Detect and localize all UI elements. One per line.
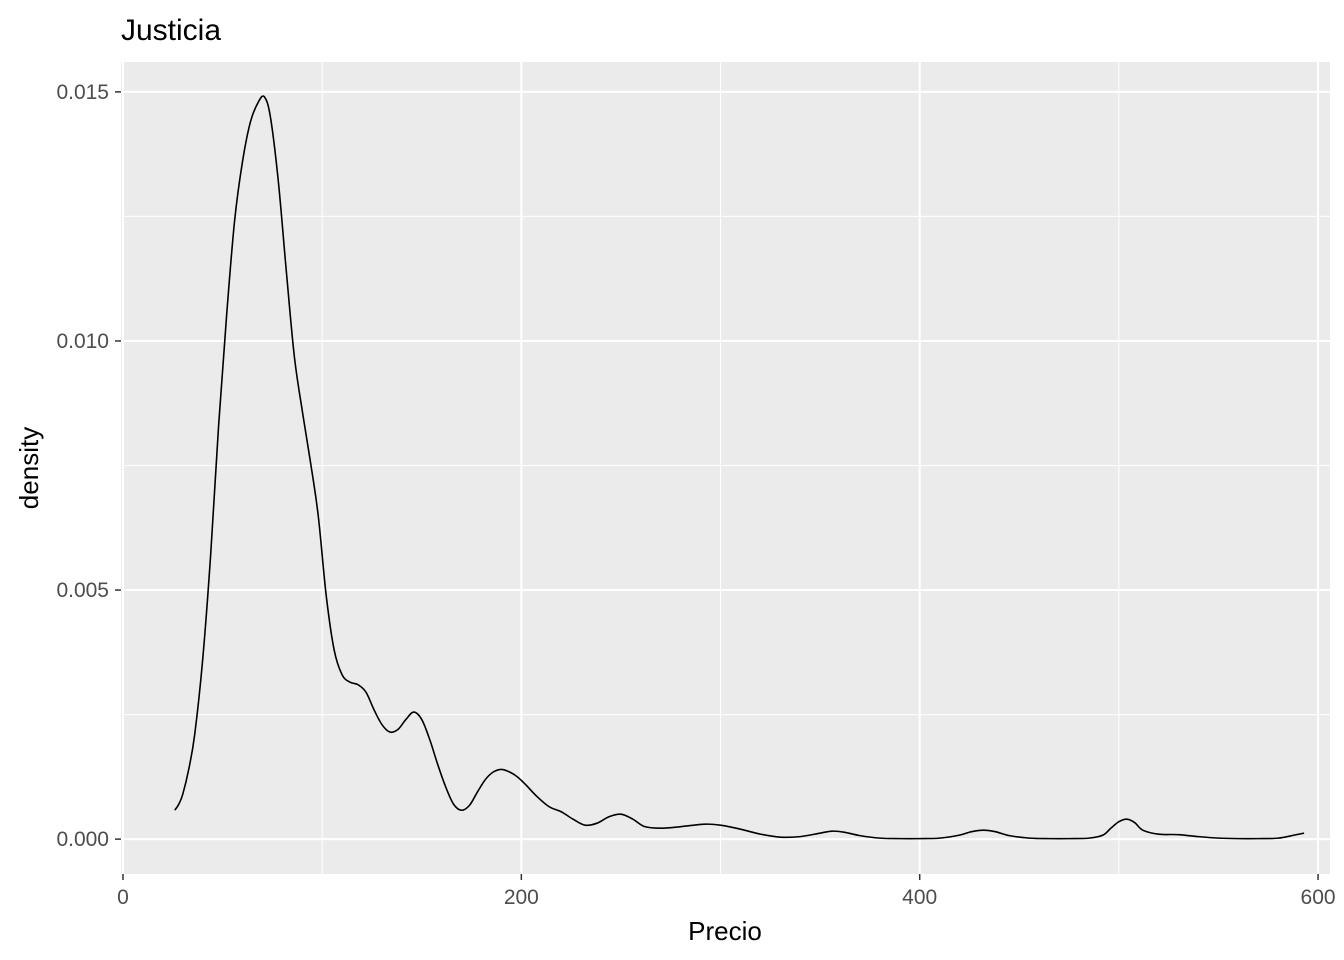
y-tick-label: 0.010: [56, 330, 109, 353]
y-tick-label: 0.005: [56, 579, 109, 602]
x-axis: 0 200 400 600: [117, 874, 1336, 909]
x-tick-label: 600: [1301, 886, 1336, 909]
major-gridlines: [121, 62, 1330, 874]
minor-gridlines: [121, 62, 1330, 874]
x-tick-label: 0: [117, 886, 129, 909]
chart-title: Justicia: [121, 14, 221, 47]
y-tick-label: 0.000: [56, 828, 109, 851]
x-axis-title: Precio: [688, 916, 762, 946]
plot-panel: [121, 62, 1330, 874]
density-curve: [174, 95, 1305, 840]
x-tick-label: 400: [902, 886, 937, 909]
y-axis: 0.000 0.005 0.010 0.015: [56, 81, 121, 851]
x-tick-label: 200: [504, 886, 539, 909]
y-tick-label: 0.015: [56, 81, 109, 104]
y-axis-title: density: [14, 427, 44, 509]
